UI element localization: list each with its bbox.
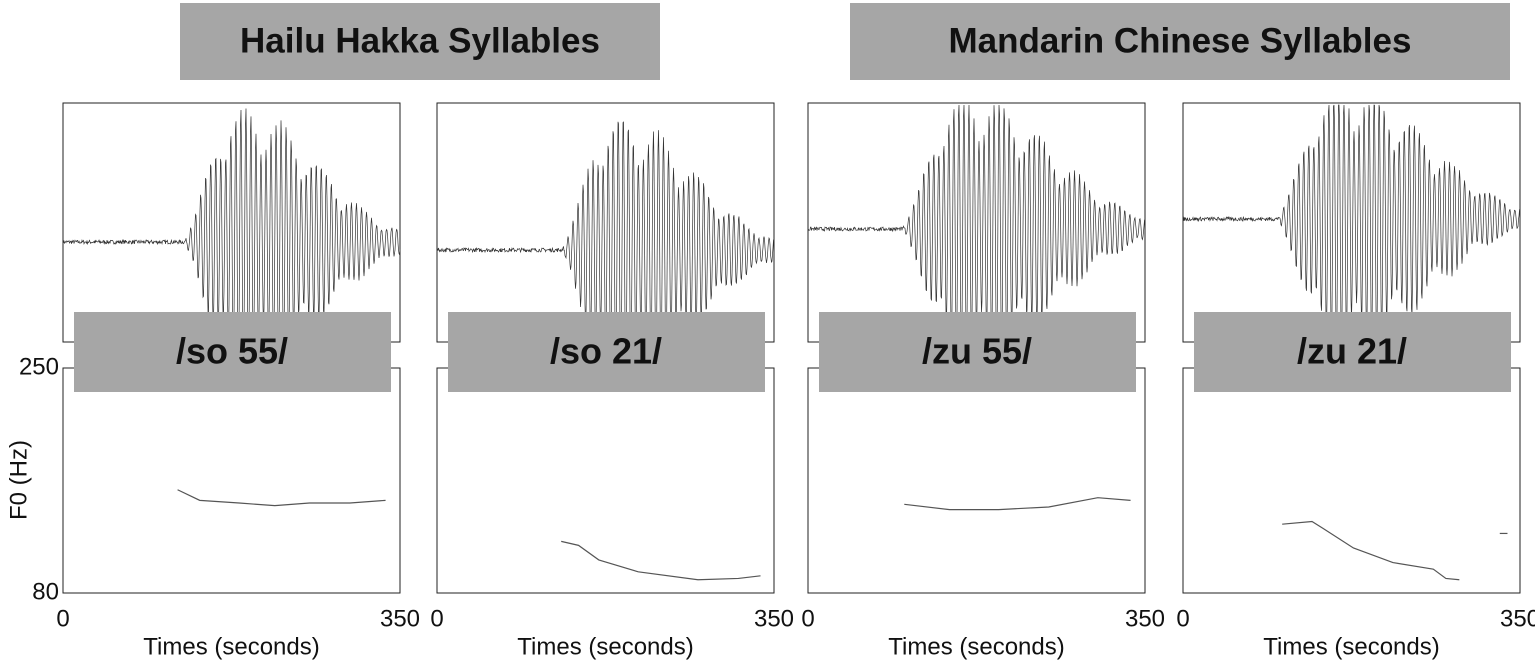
f0-contour [1282, 520, 1460, 581]
x-axis-label: Times (seconds) [517, 633, 693, 660]
x-tick-label: 0 [430, 605, 443, 632]
syllable-label: /so 55/ [176, 331, 288, 372]
x-tick-label: 350 [754, 605, 794, 632]
x-tick-label: 0 [56, 605, 69, 632]
plot-box [436, 367, 775, 594]
y-axis-label: F0 (Hz) [5, 440, 32, 520]
x-axis-label: Times (seconds) [143, 633, 319, 660]
waveform [1182, 104, 1521, 341]
label-box [448, 312, 765, 392]
waveform [62, 108, 401, 341]
y-tick-label: 250 [19, 353, 59, 380]
f0-contour [177, 489, 386, 507]
x-tick-label: 350 [1125, 605, 1165, 632]
x-tick-label: 0 [1176, 605, 1189, 632]
syllable-label: /zu 55/ [922, 331, 1032, 372]
syllable-label: /zu 21/ [1297, 331, 1407, 372]
x-axis-label: Times (seconds) [1263, 633, 1439, 660]
heading-box [850, 3, 1510, 80]
label-box [74, 312, 391, 392]
plot-box [62, 367, 401, 594]
group-heading: Mandarin Chinese Syllables [949, 21, 1412, 60]
heading-box [180, 3, 660, 80]
y-tick-label: 80 [32, 578, 59, 605]
waveform [436, 121, 775, 341]
plot-box [807, 367, 1146, 594]
waveform-box [62, 102, 401, 343]
f0-contour [904, 497, 1131, 511]
waveform-box [807, 102, 1146, 343]
x-axis-label: Times (seconds) [888, 633, 1064, 660]
label-box [819, 312, 1136, 392]
label-box [1194, 312, 1511, 392]
plot-box [1182, 367, 1521, 594]
f0-contour [561, 540, 761, 581]
x-tick-label: 0 [801, 605, 814, 632]
group-heading: Hailu Hakka Syllables [240, 21, 600, 60]
syllable-label: /so 21/ [550, 331, 662, 372]
x-tick-label: 350 [380, 605, 420, 632]
waveform [807, 104, 1146, 341]
x-tick-label: 350 [1500, 605, 1535, 632]
